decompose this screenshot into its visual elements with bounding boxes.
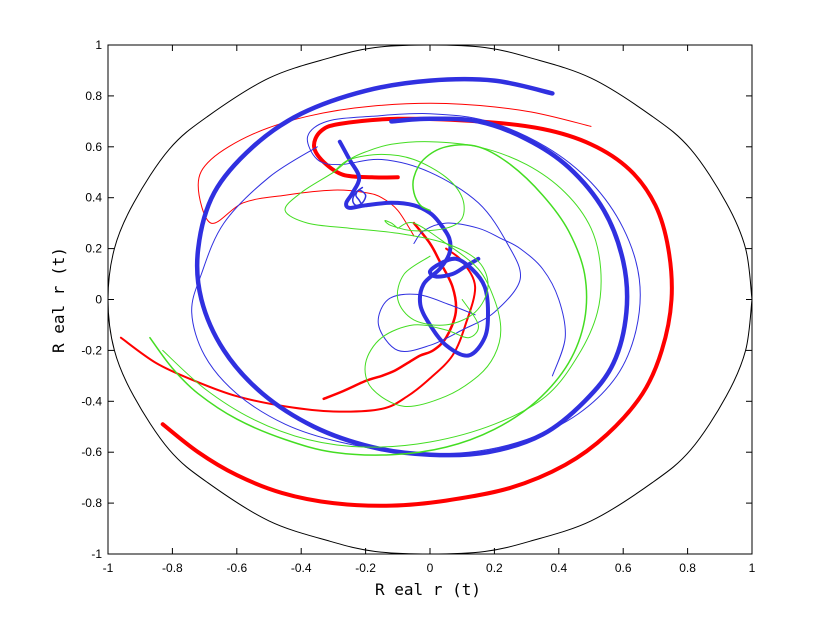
- y-tick-label: 0.8: [85, 89, 102, 103]
- x-tick-label: -1: [103, 561, 114, 575]
- y-tick-label: 0.2: [85, 242, 102, 256]
- y-tick-label: 0: [95, 293, 102, 307]
- x-tick-label: 0.6: [615, 561, 632, 575]
- series-line-13: [332, 153, 465, 232]
- x-tick-label: 0.8: [679, 561, 696, 575]
- series-line-7: [191, 113, 641, 455]
- series-line-12: [364, 222, 502, 408]
- series-layer: [107, 44, 753, 555]
- series-line-8: [413, 222, 566, 377]
- series-line-6: [337, 139, 490, 358]
- series-line-3: [119, 247, 477, 413]
- tick-layer: -1 -0.8 -0.6 -0.4 -0.2 0 0.2 0.4 0.6 0.8 1 -1 -0.8 -0…: [81, 38, 755, 575]
- x-tick-label: 0.2: [486, 561, 503, 575]
- x-tick-label: -0.6: [226, 561, 247, 575]
- y-tick-label: 0.4: [85, 191, 102, 205]
- y-axis-label: R eal r (t): [49, 247, 68, 353]
- x-tick-label: -0.8: [162, 561, 183, 575]
- y-tick-label: -0.2: [81, 343, 102, 357]
- series-line-0: [107, 44, 753, 555]
- x-tick-label: 0.4: [550, 561, 567, 575]
- series-line-10: [149, 144, 588, 456]
- plot-area-border: [107, 44, 753, 555]
- series-line-11: [162, 141, 602, 448]
- y-tick-label: -0.8: [81, 496, 102, 510]
- x-tick-label: 0: [427, 561, 434, 575]
- y-tick-label: -0.4: [81, 394, 102, 408]
- x-tick-label: 1: [749, 561, 756, 575]
- x-tick-label: -0.2: [355, 561, 376, 575]
- y-tick-label: -0.6: [81, 445, 102, 459]
- y-tick-label: 0.6: [85, 140, 102, 154]
- series-line-4: [197, 102, 592, 237]
- plot-frame: [107, 44, 753, 555]
- y-tick-label: -1: [91, 547, 102, 561]
- series-line-9: [351, 186, 367, 207]
- y-tick-label: 1: [95, 38, 102, 52]
- x-tick-label: -0.4: [291, 561, 312, 575]
- series-line-1: [160, 116, 674, 508]
- x-axis-label: R eal r (t): [375, 580, 481, 599]
